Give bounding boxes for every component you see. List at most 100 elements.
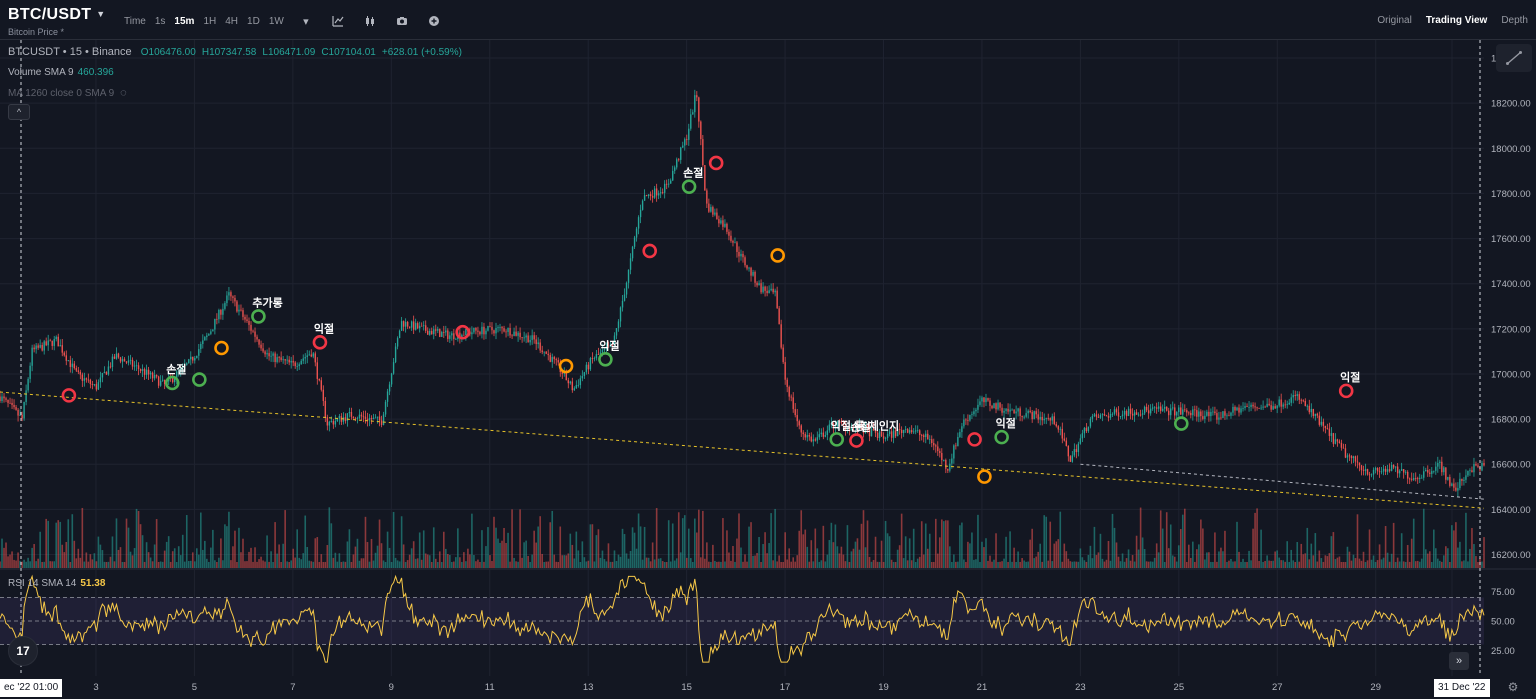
- ma-legend[interactable]: MA 1260 close 0 SMA 9 ◌: [8, 87, 127, 99]
- tf-time[interactable]: Time: [124, 15, 146, 27]
- volume-bar: [139, 524, 142, 568]
- view-trading-view[interactable]: Trading View: [1425, 15, 1488, 26]
- volume-bar: [698, 509, 700, 568]
- volume-bar: [410, 548, 413, 568]
- candle-body: [298, 364, 300, 367]
- volume-legend[interactable]: Volume SMA 9 460.396: [8, 67, 114, 78]
- candle-body: [418, 325, 421, 329]
- rsi-legend[interactable]: RSI 14 SMA 14 51.38: [8, 578, 105, 589]
- candle-body: [292, 361, 294, 363]
- volume-bar: [370, 538, 373, 568]
- volume-bar: [888, 536, 891, 568]
- candle-body: [1216, 413, 1218, 420]
- candle-body: [1334, 439, 1337, 444]
- candle-body: [714, 212, 716, 215]
- candle-body: [973, 411, 975, 415]
- volume-bar: [1483, 537, 1485, 568]
- volume-bar: [1406, 545, 1409, 568]
- time-axis-label: 21: [977, 682, 988, 693]
- volume-bar: [495, 527, 497, 568]
- tf-1w[interactable]: 1W: [268, 15, 284, 27]
- volume-bar: [609, 561, 612, 568]
- trade-marker: [214, 340, 229, 356]
- candle-body: [41, 344, 43, 351]
- tf-15m[interactable]: 15m: [174, 15, 195, 27]
- volume-bar: [1210, 561, 1212, 568]
- candle-body: [416, 323, 419, 329]
- tf-1h[interactable]: 1H: [203, 15, 217, 27]
- candle-body: [89, 379, 92, 385]
- candle-body: [876, 432, 879, 438]
- time-axis-label: 15: [681, 682, 692, 693]
- plus-icon[interactable]: [427, 14, 441, 28]
- settings-icon[interactable]: ⚙: [1507, 680, 1519, 694]
- volume-bar: [569, 533, 572, 568]
- time-axis-label: 11: [485, 682, 495, 693]
- camera-icon[interactable]: [395, 14, 409, 28]
- volume-bar: [1029, 539, 1031, 568]
- candles-icon[interactable]: [363, 14, 377, 28]
- volume-bar: [930, 561, 933, 568]
- candle-body: [1159, 406, 1162, 411]
- indicator-icon[interactable]: [331, 14, 345, 28]
- volume-bar: [35, 561, 37, 568]
- draw-line-icon[interactable]: [1496, 44, 1532, 72]
- candle-body: [435, 329, 437, 331]
- candle-body: [384, 401, 387, 415]
- volume-bar: [812, 561, 815, 568]
- candle-body: [67, 360, 69, 361]
- view-depth[interactable]: Depth: [1501, 15, 1528, 26]
- goto-realtime-icon[interactable]: »: [1449, 652, 1469, 670]
- volume-bar: [694, 518, 696, 568]
- volume-bar: [447, 554, 449, 568]
- time-axis-label: 17: [780, 682, 791, 693]
- candle-body: [280, 357, 282, 360]
- candle-body: [1188, 412, 1190, 414]
- candle-body: [541, 350, 543, 353]
- candle-body: [1131, 413, 1134, 416]
- volume-bar: [25, 561, 27, 568]
- candle-body: [547, 353, 549, 356]
- timeframe-more-icon[interactable]: ▾: [303, 15, 309, 28]
- candle-body: [670, 180, 672, 184]
- volume-bar: [527, 556, 529, 568]
- tradingview-logo-icon[interactable]: 17: [8, 636, 38, 666]
- candle-body: [31, 347, 33, 366]
- tf-4h[interactable]: 4H: [225, 15, 239, 27]
- collapse-legend-button[interactable]: ^: [8, 104, 30, 120]
- view-original[interactable]: Original: [1377, 15, 1412, 26]
- candle-body: [338, 416, 341, 419]
- candle-body: [987, 398, 989, 401]
- candle-body: [917, 430, 919, 432]
- hidden-eye-icon[interactable]: ◌: [120, 87, 127, 99]
- volume-bar: [1027, 561, 1029, 568]
- tf-1s[interactable]: 1s: [154, 15, 166, 27]
- volume-bar: [1362, 551, 1365, 568]
- volume-bar: [1418, 561, 1421, 568]
- candle-body: [722, 220, 724, 227]
- candle-body: [1051, 416, 1053, 421]
- candle-body: [1007, 408, 1009, 412]
- candle-body: [73, 363, 76, 369]
- candle-body: [1089, 418, 1092, 427]
- volume-bar: [796, 555, 799, 568]
- volume-bar: [1386, 552, 1389, 568]
- candle-body: [1077, 443, 1080, 453]
- trade-marker: [994, 429, 1009, 445]
- volume-bar: [993, 559, 995, 568]
- tf-1d[interactable]: 1D: [247, 15, 260, 27]
- candle-body: [1366, 469, 1369, 475]
- candle-body: [589, 358, 592, 370]
- candle-body: [1170, 408, 1172, 416]
- candle-body: [979, 401, 981, 405]
- candle-body: [1415, 478, 1417, 479]
- candle-body: [392, 362, 395, 374]
- volume-bar: [539, 516, 541, 568]
- volume-bar: [420, 559, 423, 568]
- candle-body: [1439, 461, 1441, 463]
- candle-body: [1127, 408, 1130, 416]
- symbol-selector[interactable]: BTC/USDT ▼: [8, 6, 106, 24]
- candle-body: [202, 340, 204, 345]
- candle-body: [1264, 406, 1266, 408]
